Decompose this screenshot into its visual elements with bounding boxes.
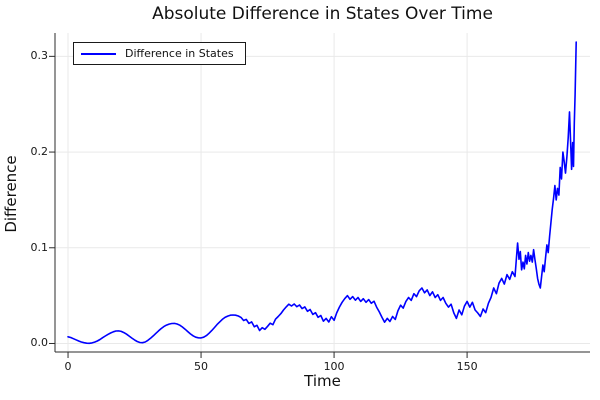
y-axis-label: Difference: [2, 155, 20, 233]
y-tick-label: 0.1: [30, 240, 49, 254]
data-line-difference-in-states: [67, 41, 578, 345]
axes: [49, 33, 590, 358]
y-tick-label: 0.3: [30, 49, 49, 63]
chart-title: Absolute Difference in States Over Time: [152, 4, 493, 24]
gridlines: [55, 33, 590, 352]
x-tick-label: 50: [194, 360, 209, 373]
x-axis-label: Time: [304, 372, 341, 390]
x-tick-label: 0: [64, 360, 72, 373]
y-tick-label: 0.0: [30, 336, 49, 350]
y-tick-label: 0.2: [30, 145, 49, 159]
legend-series-label: Difference in States: [125, 47, 234, 60]
legend-line-swatch: [81, 52, 116, 55]
x-tick-label: 100: [323, 360, 345, 373]
x-tick-label: 150: [456, 360, 478, 373]
legend: Difference in States: [73, 42, 246, 65]
